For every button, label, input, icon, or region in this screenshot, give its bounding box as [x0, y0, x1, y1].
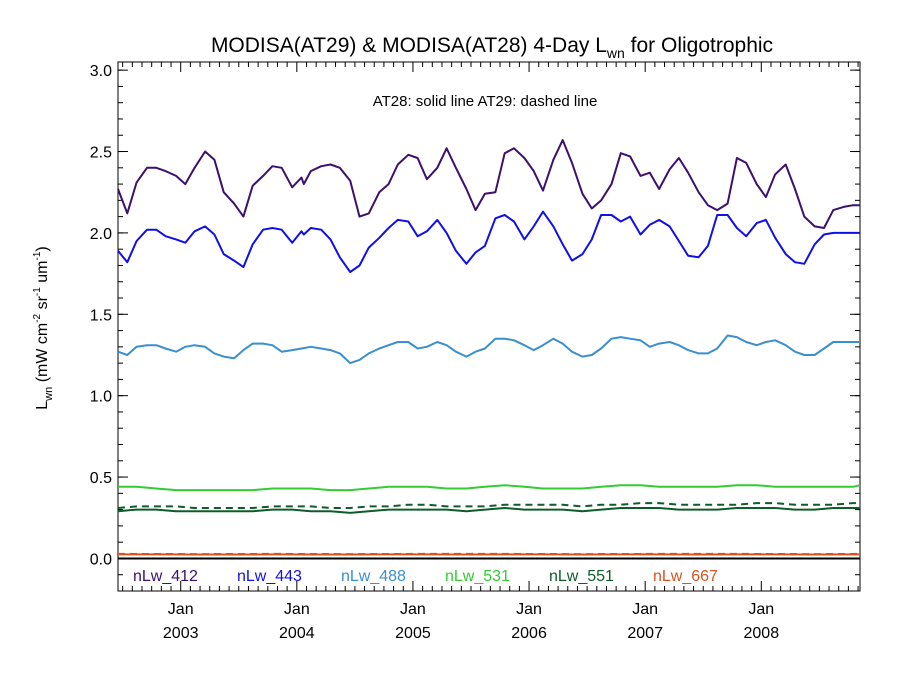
series-line-nLw_488 — [117, 334, 860, 365]
legend-entry-nLw_488: nLw_488 — [341, 568, 406, 585]
x-tick-month: Jan — [284, 601, 310, 618]
y-tick-label: 2.5 — [90, 145, 112, 162]
legend-entry-nLw_443: nLw_443 — [237, 568, 302, 585]
x-tick-month: Jan — [632, 601, 658, 618]
y-axis: 0.0 0.5 1.0 1.5 2.0 2.5 3.0 — [90, 63, 860, 592]
plot-area — [117, 139, 861, 560]
x-tick-year: 2006 — [511, 625, 547, 642]
x-tick-year: 2007 — [627, 625, 663, 642]
series-line-nLw_412 — [117, 139, 860, 229]
plot-frame — [117, 61, 861, 592]
legend-entry-nLw_412: nLw_412 — [133, 568, 198, 585]
legend-entry-nLw_667: nLw_667 — [653, 568, 718, 585]
x-tick-month: Jan — [168, 601, 194, 618]
legend-entry-nLw_551: nLw_551 — [549, 568, 614, 585]
x-tick-year: 2003 — [163, 625, 199, 642]
legend-entry-nLw_531: nLw_531 — [445, 568, 510, 585]
y-axis-label: Lwn (mW cm-2 sr-1 um-1) — [32, 246, 55, 409]
x-tick-month: Jan — [516, 601, 542, 618]
legend: nLw_412 nLw_443 nLw_488 nLw_531 nLw_551 nLw_6… — [133, 568, 718, 585]
y-tick-label: 0.5 — [90, 470, 112, 487]
y-tick-label: 0.0 — [90, 551, 112, 568]
chart-title: MODISA(AT29) & MODISA(AT28) 4-Day Lwn fo… — [211, 34, 773, 61]
dashed-series-line-AT29-nLw_551 — [117, 502, 860, 509]
series-line-nLw_551 — [117, 507, 860, 514]
x-tick-month: Jan — [748, 601, 774, 618]
y-tick-label: 1.0 — [90, 389, 112, 406]
series-line-nLw_443 — [117, 210, 860, 273]
x-tick-year: 2008 — [744, 625, 780, 642]
x-axis: Jan 2003 Jan 2004 Jan 2005 Jan 2006 Jan 2007 Jan 20… — [122, 62, 859, 642]
line-style-annotation: AT28: solid line AT29: dashed line — [373, 93, 598, 110]
x-tick-year: 2005 — [395, 625, 431, 642]
x-tick-year: 2004 — [279, 625, 315, 642]
x-tick-month: Jan — [400, 601, 426, 618]
y-tick-label: 3.0 — [90, 63, 112, 80]
series-line-nLw_531 — [118, 484, 861, 492]
y-tick-label: 1.5 — [90, 307, 112, 324]
y-tick-label: 2.0 — [90, 226, 112, 243]
